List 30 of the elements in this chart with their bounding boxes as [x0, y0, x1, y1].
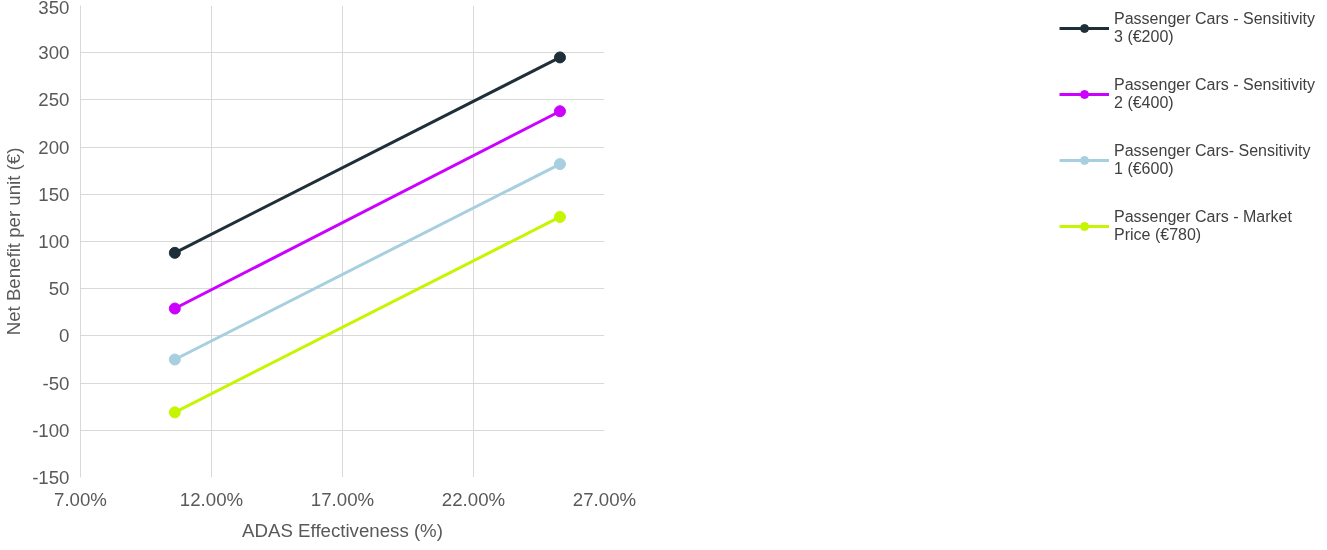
y-tick-label: 0	[59, 325, 70, 347]
y-tick-label: 250	[38, 89, 70, 111]
y-tick-label: 150	[38, 183, 70, 205]
x-tick-label: 12.00%	[179, 488, 244, 510]
y-tick-label: 200	[38, 136, 70, 158]
point	[553, 105, 566, 118]
y-tick-label: -150	[32, 467, 70, 488]
x-tick-label: 7.00%	[54, 488, 107, 510]
point	[168, 406, 181, 419]
legend-label: Passenger Cars - Market Price (€780)	[1114, 208, 1292, 244]
point	[168, 353, 181, 366]
x-axis-title: ADAS Effectiveness (%)	[242, 519, 443, 541]
y-tick-label: 100	[38, 231, 70, 252]
y-tick-label: -100	[32, 419, 70, 441]
point	[168, 302, 181, 315]
legend-label: Passenger Cars - Sensitivity 3 (€200)	[1114, 10, 1315, 46]
y-tick-label: -50	[42, 372, 70, 394]
point	[553, 158, 566, 171]
x-tick-label: 17.00%	[310, 488, 375, 510]
y-tick-label: 300	[38, 42, 70, 64]
point	[553, 210, 566, 223]
legend-label: Passenger Cars- Sensitivity 1 (€600)	[1114, 142, 1311, 178]
legend-label: Passenger Cars - Sensitivity 2 (€400)	[1114, 76, 1315, 112]
y-tick-label: 50	[48, 278, 70, 300]
y-axis-title: Net Benefit per unit (€)	[3, 147, 25, 336]
y-tick-label: 350	[38, 0, 70, 18]
point	[553, 51, 566, 64]
x-tick-label: 27.00%	[572, 488, 637, 510]
x-tick-label: 22.00%	[441, 488, 506, 510]
point	[168, 246, 181, 259]
